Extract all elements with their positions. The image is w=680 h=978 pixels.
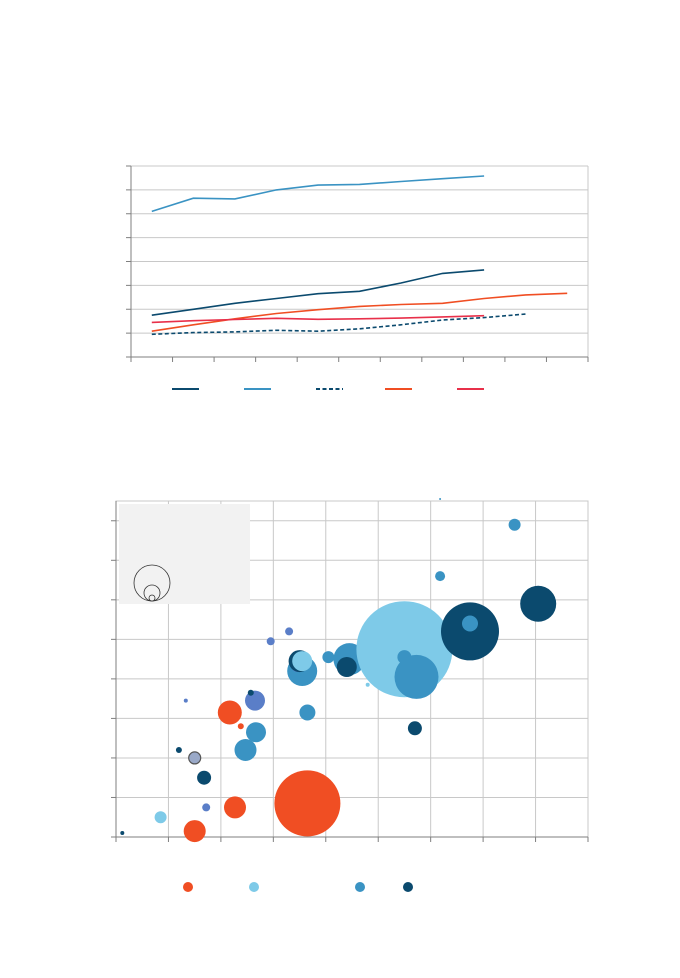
bubble-point xyxy=(520,585,557,622)
bubble-point xyxy=(394,654,439,699)
bubble-point xyxy=(322,651,335,664)
bubble-point xyxy=(266,637,275,646)
bubble-point xyxy=(285,627,294,636)
bubble-point xyxy=(234,739,257,761)
bubble-point xyxy=(439,498,442,500)
legend-marker-3 xyxy=(355,882,365,892)
bubble-point xyxy=(435,571,446,582)
bubble-point xyxy=(292,651,313,672)
bubble-point xyxy=(217,700,242,725)
bubble-point xyxy=(274,770,341,837)
bubble-point xyxy=(247,689,254,696)
bubble-point xyxy=(407,721,422,736)
bubble-point xyxy=(175,747,182,753)
bubble-point xyxy=(183,698,188,703)
bubble-point xyxy=(508,518,521,531)
series-line-5 xyxy=(151,314,485,324)
bubble-point xyxy=(188,751,202,765)
bubble-point xyxy=(202,803,211,812)
bubble-point xyxy=(245,690,265,711)
bubble-point xyxy=(299,704,316,721)
bubble-point xyxy=(120,831,125,835)
bubble-point xyxy=(462,615,478,632)
size-legend-box xyxy=(119,504,250,604)
bubble-point xyxy=(237,723,244,730)
bubble-point xyxy=(154,811,167,824)
bubble-point xyxy=(336,657,357,677)
series-line-4 xyxy=(151,292,568,332)
bubble-chart xyxy=(111,498,589,892)
bubble-point xyxy=(246,722,266,743)
size-legend-circle-3 xyxy=(133,564,171,602)
legend-marker-2 xyxy=(249,882,259,892)
series-line-2 xyxy=(151,175,485,213)
bubble-point xyxy=(365,682,370,687)
series-line-3 xyxy=(151,313,526,336)
legend-marker-4 xyxy=(403,882,413,892)
line-chart xyxy=(126,165,589,390)
bubble-point xyxy=(224,796,246,819)
bubble-point xyxy=(183,820,206,843)
legend-marker-1 xyxy=(183,882,193,892)
bubble-point xyxy=(197,770,212,785)
series-line-1 xyxy=(151,269,485,316)
